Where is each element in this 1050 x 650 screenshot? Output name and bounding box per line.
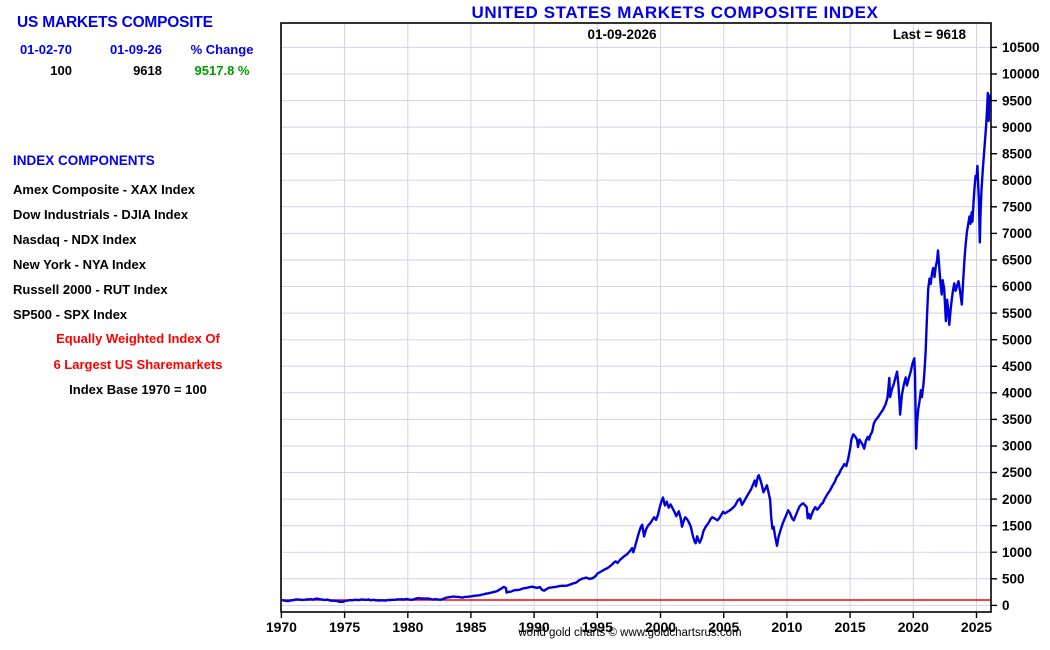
svg-text:9500: 9500 [1002,93,1032,108]
summary-start-value: 100 [50,63,72,78]
component-item-nya: New York - NYA Index [13,257,146,272]
svg-text:7500: 7500 [1002,200,1032,215]
summary-end-value: 9618 [133,63,162,78]
svg-text:3500: 3500 [1002,412,1032,427]
svg-text:3000: 3000 [1002,439,1032,454]
component-item-djia: Dow Industrials - DJIA Index [13,207,189,222]
chart-date-label: 01-09-2026 [587,27,657,42]
svg-text:1990: 1990 [519,619,550,635]
svg-text:8000: 8000 [1002,173,1032,188]
svg-text:1970: 1970 [266,619,297,635]
svg-text:2015: 2015 [835,619,866,635]
svg-text:500: 500 [1002,572,1025,587]
svg-text:5000: 5000 [1002,332,1032,347]
chart-title: UNITED STATES MARKETS COMPOSITE INDEX [471,3,879,22]
plot-border [280,22,992,613]
svg-text:6500: 6500 [1002,253,1032,268]
svg-text:1995: 1995 [582,619,613,635]
summary-table: 01-02-70 01-09-26 % Change 100 9618 9517… [15,39,268,81]
svg-text:1985: 1985 [455,619,486,635]
svg-text:2005: 2005 [708,619,739,635]
summary-end-date-header: 01-09-26 [109,42,162,57]
svg-text:10500: 10500 [1002,40,1040,55]
footer-credit: world gold charts © www.goldchartsrus.co… [518,627,742,639]
note-index-base: Index Base 1970 = 100 [69,382,207,397]
svg-text:0: 0 [1002,598,1010,613]
svg-text:1000: 1000 [1002,545,1032,560]
svg-text:2020: 2020 [898,619,929,635]
component-item-ndx: Nasdaq - NDX Index [13,232,137,247]
svg-text:4000: 4000 [1002,386,1032,401]
chart-last-value-label: Last = 9618 [893,27,967,42]
svg-text:1975: 1975 [329,619,360,635]
svg-text:9000: 9000 [1002,120,1032,135]
svg-text:2500: 2500 [1002,465,1032,480]
svg-text:7000: 7000 [1002,226,1032,241]
svg-text:4500: 4500 [1002,359,1032,374]
svg-text:2025: 2025 [961,619,992,635]
component-item-spx: SP500 - SPX Index [13,307,128,322]
svg-text:6000: 6000 [1002,279,1032,294]
svg-text:1980: 1980 [392,619,423,635]
index-notes: Equally Weighted Index Of 6 Largest US S… [0,326,276,403]
svg-text:10000: 10000 [1002,67,1040,82]
axis-ticks [280,46,997,618]
x-axis-labels: 1970 1975 1980 1985 1990 1995 2000 2005 2010 2015… [266,619,992,635]
component-item-xax: Amex Composite - XAX Index [13,182,196,197]
price-line [281,91,991,603]
index-components-title: INDEX COMPONENTS [13,153,155,168]
component-item-rut: Russell 2000 - RUT Index [13,282,168,297]
summary-start-date-header: 01-02-70 [19,42,72,57]
svg-text:5500: 5500 [1002,306,1032,321]
note-equally-weighted: Equally Weighted Index Of [56,331,220,346]
svg-text:8500: 8500 [1002,146,1032,161]
svg-text:2010: 2010 [771,619,802,635]
y-axis-labels: 0 500 1000 1500 2000 2500 3000 3500 4000 4500 5000… [1002,40,1040,613]
summary-title: US MARKETS COMPOSITE [17,14,213,31]
svg-text:2000: 2000 [1002,492,1032,507]
index-components-list: INDEX COMPONENTS Amex Composite - XAX In… [13,153,195,327]
svg-text:1500: 1500 [1002,518,1032,533]
grid-lines [280,23,991,612]
note-six-sharemarkets: 6 Largest US Sharemarkets [53,356,223,372]
summary-change-header: % Change [190,42,254,57]
svg-text:2000: 2000 [645,619,676,635]
summary-pct-change: 9517.8 % [194,63,250,78]
